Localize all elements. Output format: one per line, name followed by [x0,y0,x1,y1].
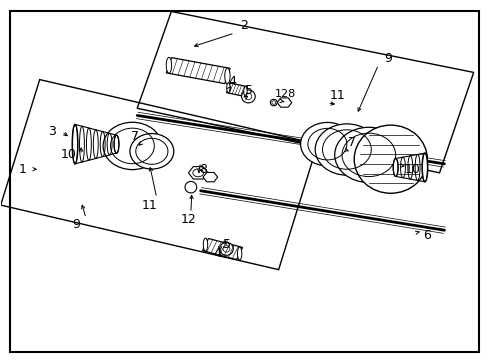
Ellipse shape [72,125,78,164]
Polygon shape [166,58,229,84]
Ellipse shape [421,153,427,182]
Ellipse shape [103,122,161,170]
Ellipse shape [226,83,230,93]
Text: 11: 11 [328,89,345,102]
Text: 1: 1 [19,163,26,176]
Text: 10: 10 [404,163,420,176]
Text: 4: 4 [213,247,221,260]
Text: 12: 12 [180,213,196,226]
Polygon shape [202,238,242,260]
Ellipse shape [353,125,427,193]
Text: 7: 7 [347,136,355,149]
Text: 7: 7 [130,130,139,144]
Ellipse shape [166,57,171,73]
Text: 8: 8 [199,163,206,176]
Ellipse shape [130,134,173,169]
Text: 2: 2 [240,19,248,32]
Ellipse shape [241,90,255,103]
Ellipse shape [184,181,196,193]
Ellipse shape [300,122,353,166]
Ellipse shape [224,68,230,84]
Text: 3: 3 [48,125,56,138]
Text: 9: 9 [72,218,80,231]
Text: 6: 6 [423,229,430,242]
Ellipse shape [392,158,397,176]
Text: 5: 5 [245,84,253,97]
Text: 128: 128 [275,89,296,99]
Ellipse shape [315,124,378,175]
Ellipse shape [270,99,277,106]
Ellipse shape [244,86,246,96]
Text: 5: 5 [223,238,231,251]
Text: 9: 9 [384,51,391,64]
Ellipse shape [114,135,119,153]
Ellipse shape [237,247,242,260]
Ellipse shape [334,127,402,183]
Polygon shape [226,83,247,96]
Text: 10: 10 [61,148,77,161]
Text: 11: 11 [141,199,157,212]
Ellipse shape [219,242,233,255]
Ellipse shape [203,238,207,251]
Text: 4: 4 [228,75,236,88]
